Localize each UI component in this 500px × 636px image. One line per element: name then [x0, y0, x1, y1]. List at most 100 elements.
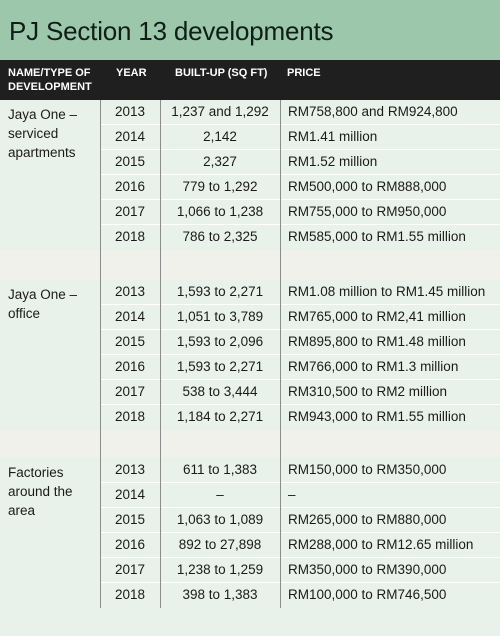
price-cell: RM310,500 to RM2 million [288, 384, 448, 399]
built-up-cell: 1,593 to 2,271 [176, 284, 264, 299]
table-row: 2014 – – [100, 483, 500, 508]
built-up-cell: 1,063 to 1,089 [176, 512, 264, 527]
group-name: Jaya One – office [8, 287, 78, 321]
year-cell: 2017 [114, 562, 146, 577]
price-cell: RM766,000 to RM1.3 million [288, 359, 459, 374]
year-cell: 2016 [114, 179, 146, 194]
column-divider [160, 430, 161, 465]
group-separator [0, 250, 500, 285]
year-cell: 2018 [114, 587, 146, 602]
column-divider [100, 100, 101, 250]
price-cell: RM1.41 million [288, 129, 378, 144]
column-divider [100, 250, 101, 285]
table-row: 2017 1,238 to 1,259 RM350,000 to RM390,0… [100, 558, 500, 583]
table-row: 2015 1,063 to 1,089 RM265,000 to RM880,0… [100, 508, 500, 533]
year-cell: 2015 [114, 512, 146, 527]
table-row: 2015 2,327 RM1.52 million [100, 150, 500, 175]
column-divider [160, 458, 161, 608]
price-cell: RM1.08 million to RM1.45 million [288, 284, 486, 299]
group-name-cell: Factories around the area [0, 458, 100, 608]
price-cell: RM500,000 to RM888,000 [288, 179, 447, 194]
built-up-cell: 1,238 to 1,259 [176, 562, 264, 577]
group-name: Factories around the area [8, 465, 73, 518]
table-row: 2016 892 to 27,898 RM288,000 to RM12.65 … [100, 533, 500, 558]
table-row: 2017 1,066 to 1,238 RM755,000 to RM950,0… [100, 200, 500, 225]
column-divider [100, 430, 101, 465]
header-built-up: BUILT-UP (SQ FT) [175, 67, 268, 79]
header-name: NAME/TYPE OF DEVELOPMENT [8, 67, 92, 93]
column-divider [160, 100, 161, 250]
built-up-cell: 2,327 [203, 154, 237, 169]
built-up-cell: 398 to 1,383 [182, 587, 258, 602]
table-row: 2013 1,237 and 1,292 RM758,800 and RM924… [100, 100, 500, 125]
table-row: 2014 2,142 RM1.41 million [100, 125, 500, 150]
built-up-cell: 1,184 to 2,271 [176, 409, 264, 424]
column-divider [280, 250, 281, 285]
column-divider [280, 430, 281, 465]
built-up-cell: 1,593 to 2,271 [176, 359, 264, 374]
built-up-cell: 611 to 1,383 [182, 462, 258, 477]
price-cell: RM265,000 to RM880,000 [288, 512, 447, 527]
column-divider [280, 280, 281, 430]
price-cell: RM758,800 and RM924,800 [288, 104, 458, 119]
price-cell: RM150,000 to RM350,000 [288, 462, 447, 477]
year-cell: 2018 [114, 229, 146, 244]
header-price: PRICE [287, 67, 321, 79]
column-divider [100, 458, 101, 608]
column-divider [160, 280, 161, 430]
built-up-cell: 1,593 to 2,096 [176, 334, 264, 349]
price-cell: RM350,000 to RM390,000 [288, 562, 447, 577]
price-cell: RM288,000 to RM12.65 million [288, 537, 474, 552]
column-divider [280, 100, 281, 250]
built-up-cell: 1,051 to 3,789 [176, 309, 264, 324]
price-cell: RM1.52 million [288, 154, 378, 169]
table-body: Jaya One – serviced apartments 2013 1,23… [0, 100, 500, 636]
price-cell: RM100,000 to RM746,500 [288, 587, 447, 602]
year-cell: 2014 [114, 129, 146, 144]
built-up-cell: 779 to 1,292 [182, 179, 258, 194]
built-up-cell: 892 to 27,898 [178, 537, 262, 552]
table-row: 2018 1,184 to 2,271 RM943,000 to RM1.55 … [100, 405, 500, 429]
built-up-cell: – [216, 487, 224, 502]
table-row: 2016 779 to 1,292 RM500,000 to RM888,000 [100, 175, 500, 200]
year-cell: 2015 [114, 334, 146, 349]
table-row: 2017 538 to 3,444 RM310,500 to RM2 milli… [100, 380, 500, 405]
year-cell: 2017 [114, 204, 146, 219]
table-row: 2015 1,593 to 2,096 RM895,800 to RM1.48 … [100, 330, 500, 355]
table-row: 2018 786 to 2,325 RM585,000 to RM1.55 mi… [100, 225, 500, 249]
group-name-cell: Jaya One – serviced apartments [0, 100, 100, 250]
price-cell: RM585,000 to RM1.55 million [288, 229, 466, 244]
built-up-cell: 1,066 to 1,238 [176, 204, 264, 219]
group-name: Jaya One – serviced apartments [8, 107, 78, 160]
table-row: 2018 398 to 1,383 RM100,000 to RM746,500 [100, 583, 500, 607]
group-factories: Factories around the area 2013 611 to 1,… [0, 458, 500, 608]
price-cell: RM765,000 to RM2,41 million [288, 309, 466, 324]
column-divider [100, 280, 101, 430]
table-row: 2013 611 to 1,383 RM150,000 to RM350,000 [100, 458, 500, 483]
price-cell: RM755,000 to RM950,000 [288, 204, 447, 219]
group-office: Jaya One – office 2013 1,593 to 2,271 RM… [0, 280, 500, 430]
price-cell: RM895,800 to RM1.48 million [288, 334, 466, 349]
column-divider [160, 250, 161, 285]
built-up-cell: 1,237 and 1,292 [171, 104, 269, 119]
page-title: PJ Section 13 developments [9, 16, 334, 46]
year-cell: 2016 [114, 537, 146, 552]
column-divider [280, 458, 281, 608]
group-name-cell: Jaya One – office [0, 280, 100, 430]
built-up-cell: 538 to 3,444 [182, 384, 258, 399]
title-bar: PJ Section 13 developments [0, 0, 500, 60]
year-cell: 2016 [114, 359, 146, 374]
built-up-cell: 2,142 [203, 129, 237, 144]
year-cell: 2015 [114, 154, 146, 169]
header-year: YEAR [116, 67, 147, 79]
year-cell: 2013 [114, 104, 146, 119]
table-row: 2013 1,593 to 2,271 RM1.08 million to RM… [100, 280, 500, 305]
price-cell: – [288, 487, 296, 502]
year-cell: 2013 [114, 462, 146, 477]
year-cell: 2014 [114, 309, 146, 324]
price-cell: RM943,000 to RM1.55 million [288, 409, 466, 424]
year-cell: 2017 [114, 384, 146, 399]
year-cell: 2014 [114, 487, 146, 502]
built-up-cell: 786 to 2,325 [182, 229, 258, 244]
